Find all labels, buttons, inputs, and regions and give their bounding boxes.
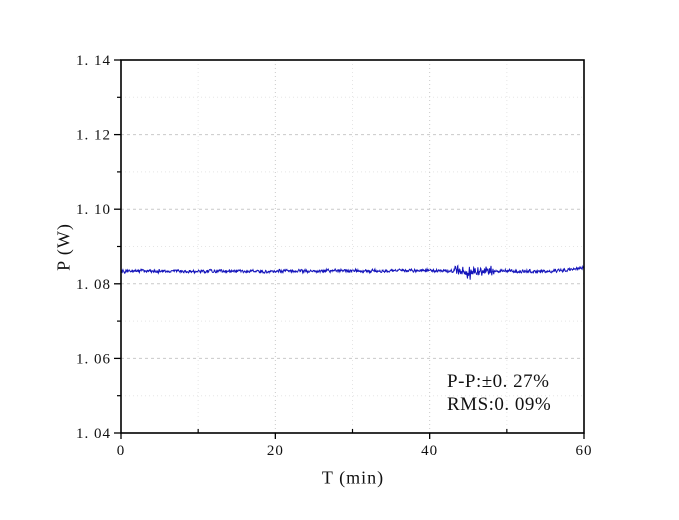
- x-tick-label: 40: [421, 443, 438, 459]
- y-axis-title: P (W): [53, 223, 74, 271]
- annotation-block: P-P:±0. 27% RMS:0. 09%: [447, 370, 551, 416]
- x-tick-label: 0: [117, 443, 126, 459]
- y-tick-label: 1. 10: [76, 202, 111, 218]
- x-axis-title: T (min): [321, 467, 385, 488]
- y-tick-label: 1. 12: [76, 128, 111, 144]
- y-tick-label: 1. 04: [76, 426, 111, 442]
- x-tick-label: 20: [267, 443, 284, 459]
- data-line: [120, 264, 585, 280]
- y-tick-label: 1. 14: [76, 53, 111, 69]
- y-tick-label: 1. 06: [76, 351, 111, 367]
- annotation-peak-to-peak: P-P:±0. 27%: [447, 371, 550, 392]
- y-tick-label: 1. 08: [76, 277, 111, 293]
- x-tick-label: 60: [576, 443, 593, 459]
- annotation-rms: RMS:0. 09%: [447, 394, 552, 415]
